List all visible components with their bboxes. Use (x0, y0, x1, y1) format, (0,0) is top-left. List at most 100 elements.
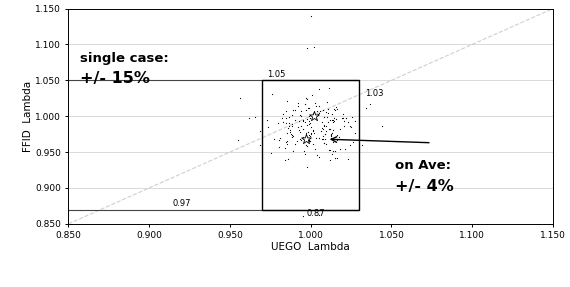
Point (319, 136, 328, 141)
Point (331, 156, 340, 160)
Point (296, 108, 306, 113)
Text: +/- 15%: +/- 15% (80, 71, 149, 86)
Point (300, 119, 310, 124)
Point (329, 128, 338, 132)
Point (283, 126, 292, 130)
Point (304, 122, 314, 126)
Point (294, 128, 303, 132)
Point (282, 109, 291, 114)
Point (321, 110, 330, 115)
Point (348, 115, 357, 120)
Point (298, 118, 307, 123)
Point (377, 124, 386, 129)
Point (283, 131, 292, 135)
Point (327, 132, 336, 137)
Point (324, 148, 333, 152)
Point (329, 107, 338, 111)
Point (299, 134, 308, 139)
Point (296, 137, 305, 141)
Point (267, 92, 276, 96)
Point (303, 144, 312, 149)
Point (305, 116, 314, 121)
Point (351, 119, 360, 123)
Point (320, 132, 329, 137)
Point (332, 133, 341, 137)
Point (326, 133, 335, 137)
Point (311, 116, 320, 121)
Point (288, 133, 297, 137)
Point (274, 137, 283, 142)
Point (304, 133, 313, 138)
Point (328, 119, 337, 124)
Point (283, 141, 292, 146)
Point (308, 129, 317, 133)
Point (245, 116, 254, 120)
Point (305, 114, 314, 118)
Point (327, 112, 336, 117)
Point (282, 121, 291, 125)
Point (280, 158, 290, 163)
Point (329, 119, 339, 123)
Point (318, 127, 327, 131)
Point (332, 106, 341, 111)
Point (311, 101, 320, 106)
Point (287, 121, 296, 126)
Point (257, 99, 266, 103)
Point (312, 108, 321, 113)
Point (302, 107, 311, 112)
Point (299, 149, 308, 153)
Point (338, 116, 347, 121)
Point (319, 115, 328, 120)
Point (314, 104, 323, 109)
Point (294, 125, 303, 130)
Point (284, 121, 293, 125)
Point (284, 115, 294, 120)
Point (287, 113, 296, 118)
Point (308, 141, 317, 146)
Point (325, 158, 334, 162)
Point (328, 131, 337, 135)
Point (320, 141, 329, 145)
Point (287, 131, 296, 136)
Text: 0.97: 0.97 (172, 199, 191, 208)
Point (345, 143, 355, 147)
Point (310, 44, 319, 49)
Point (250, 115, 259, 120)
Point (302, 96, 311, 100)
Point (331, 108, 340, 113)
Point (302, 133, 311, 137)
Text: 1.05: 1.05 (267, 70, 286, 79)
Point (303, 105, 312, 110)
Point (283, 98, 292, 103)
Point (349, 139, 358, 144)
Point (294, 100, 303, 105)
Point (290, 118, 299, 123)
Point (256, 129, 265, 133)
Point (314, 112, 323, 116)
Point (325, 85, 334, 90)
Point (302, 137, 311, 141)
Point (300, 152, 310, 157)
Point (288, 149, 298, 153)
Point (332, 138, 341, 142)
Point (328, 152, 337, 157)
Point (302, 117, 311, 122)
Point (322, 115, 331, 119)
Point (326, 136, 335, 141)
Point (345, 124, 354, 129)
Point (314, 212, 323, 217)
Point (329, 116, 339, 120)
Point (308, 93, 317, 97)
Point (302, 133, 311, 138)
Point (321, 141, 331, 146)
Point (304, 137, 313, 142)
Point (283, 139, 292, 144)
Point (312, 104, 321, 108)
Point (270, 137, 279, 141)
Point (351, 131, 360, 135)
Point (317, 126, 326, 130)
Point (303, 123, 312, 127)
X-axis label: UEGO  Lambda: UEGO Lambda (271, 242, 350, 252)
Point (320, 123, 329, 128)
Point (341, 115, 351, 120)
